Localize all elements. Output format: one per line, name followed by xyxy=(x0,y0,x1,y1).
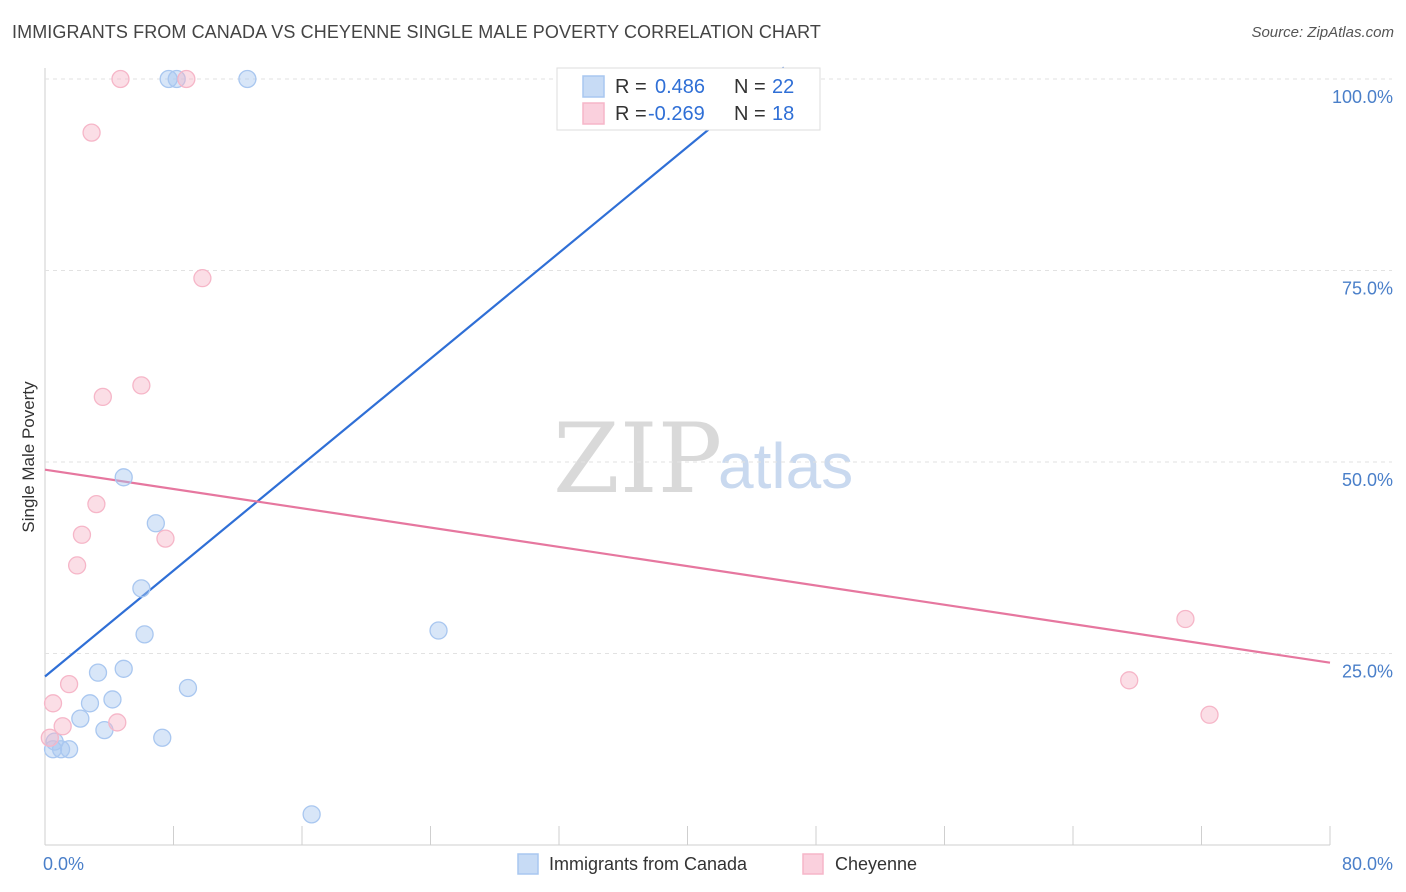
data-points xyxy=(40,69,1219,824)
point-cheyenne-2 xyxy=(59,674,79,694)
gridlines xyxy=(45,78,1392,654)
point-canada-3 xyxy=(71,709,90,728)
point-canada-16 xyxy=(178,678,198,698)
bottom-legend-label-canada: Immigrants from Canada xyxy=(549,854,748,874)
point-cheyenne-14 xyxy=(1120,671,1139,690)
point-canada-18 xyxy=(302,805,321,824)
point-cheyenne-1 xyxy=(53,717,72,736)
point-canada-4 xyxy=(80,694,100,713)
trend-lines xyxy=(44,66,1331,678)
source-label: Source: ZipAtlas.com xyxy=(1251,24,1394,41)
point-canada-2 xyxy=(59,740,79,759)
legend-r-label-1: R = xyxy=(615,76,647,98)
point-cheyenne-5 xyxy=(82,123,101,142)
point-canada-15 xyxy=(167,69,186,89)
stats-legend: R = 0.486 N = 22 R = -0.269 N = 18 xyxy=(556,67,821,131)
point-canada-12 xyxy=(146,514,165,533)
point-cheyenne-0 xyxy=(43,694,63,713)
point-cheyenne-15 xyxy=(1176,609,1195,629)
y-tick-label-100: 100.0% xyxy=(1332,87,1393,107)
bottom-legend-label-cheyenne: Cheyenne xyxy=(835,854,917,874)
trend-line-canada xyxy=(44,66,785,678)
point-cheyenne-12 xyxy=(177,69,196,89)
legend-r-value-1: 0.486 xyxy=(655,76,705,98)
legend-n-value-2: 18 xyxy=(772,103,794,125)
point-cheyenne-17 xyxy=(40,728,59,747)
y-tick-label-75: 75.0% xyxy=(1342,279,1393,299)
point-canada-7 xyxy=(103,690,122,709)
point-canada-9 xyxy=(114,468,133,487)
y-tick-label-25: 25.0% xyxy=(1342,662,1393,682)
point-canada-8 xyxy=(114,659,133,678)
legend-n-label-2: N = xyxy=(734,103,766,125)
point-cheyenne-3 xyxy=(67,556,87,575)
bottom-legend-swatch-cheyenne xyxy=(802,853,824,875)
bottom-legend-swatch-canada xyxy=(517,853,539,875)
point-canada-13 xyxy=(153,728,172,747)
point-canada-11 xyxy=(135,625,154,644)
y-tick-label-50: 50.0% xyxy=(1342,470,1393,490)
point-cheyenne-6 xyxy=(87,494,106,514)
point-cheyenne-16 xyxy=(1200,705,1219,724)
point-canada-5 xyxy=(88,663,108,682)
x-tick-label-min: 0.0% xyxy=(43,854,84,874)
legend-n-label-1: N = xyxy=(734,76,766,98)
legend-r-label-2: R = xyxy=(615,103,647,125)
legend-n-value-1: 22 xyxy=(772,76,794,98)
legend-r-value-2: -0.269 xyxy=(648,103,705,125)
x-axis-ticks xyxy=(173,826,1331,845)
point-cheyenne-11 xyxy=(156,529,175,548)
watermark-zip: ZIP xyxy=(553,403,722,515)
point-cheyenne-7 xyxy=(93,387,112,407)
trend-line-cheyenne xyxy=(44,468,1331,664)
x-tick-label-max: 80.0% xyxy=(1342,854,1393,874)
point-cheyenne-8 xyxy=(108,713,127,732)
point-cheyenne-10 xyxy=(132,376,151,395)
point-canada-10 xyxy=(132,579,151,598)
bottom-legend: Immigrants from Canada Cheyenne xyxy=(517,853,917,875)
point-cheyenne-4 xyxy=(72,525,92,544)
watermark-atlas: atlas xyxy=(718,430,853,502)
y-tick-labels: 25.0% 50.0% 75.0% 100.0% xyxy=(1332,87,1393,682)
point-cheyenne-13 xyxy=(193,269,212,288)
point-canada-17 xyxy=(238,69,257,89)
point-canada-19 xyxy=(429,621,448,640)
legend-swatch-cheyenne xyxy=(582,102,605,125)
chart-title: IMMIGRANTS FROM CANADA VS CHEYENNE SINGL… xyxy=(12,22,822,42)
point-cheyenne-9 xyxy=(111,69,130,89)
y-axis-label: Single Male Poverty xyxy=(19,381,38,533)
legend-swatch-canada xyxy=(582,75,605,98)
